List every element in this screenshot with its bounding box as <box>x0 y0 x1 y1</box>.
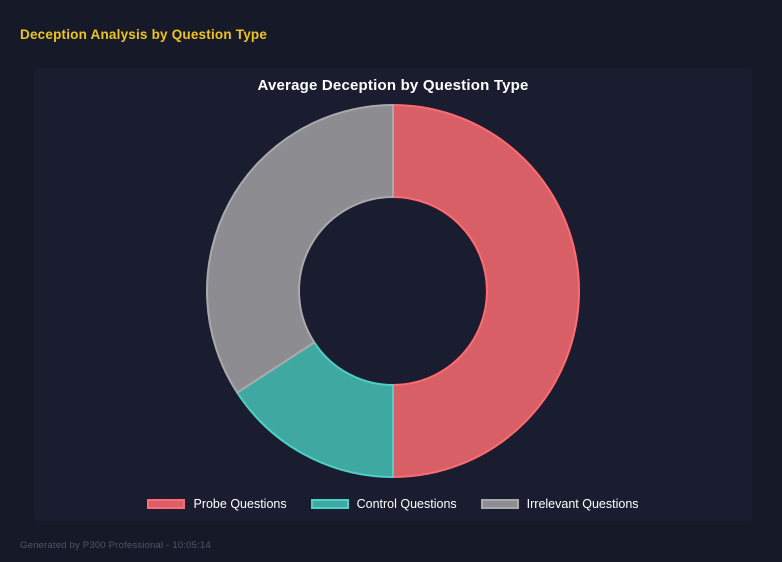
legend-swatch-probe-questions <box>147 499 186 509</box>
donut-segment-irrelevant-questions[interactable] <box>206 104 394 394</box>
legend-label: Control Questions <box>356 497 457 511</box>
legend-item-irrelevant-questions[interactable]: Irrelevant Questions <box>480 497 639 511</box>
legend-swatch-control-questions <box>310 499 349 509</box>
legend-item-control-questions[interactable]: Control Questions <box>310 497 457 511</box>
footer-status: Generated by P300 Professional - 10:05:1… <box>20 540 211 551</box>
chart-title: Average Deception by Question Type <box>257 77 529 94</box>
page-title: Deception Analysis by Question Type <box>20 27 268 42</box>
chart-legend: Probe Questions Control Questions Irreleva… <box>34 497 752 511</box>
chart-panel: Average Deception by Question Type Probe… <box>34 68 752 521</box>
donut-chart[interactable] <box>203 101 583 481</box>
donut-segment-probe-questions[interactable] <box>392 104 580 478</box>
legend-label: Probe Questions <box>193 497 287 511</box>
legend-label: Irrelevant Questions <box>526 497 639 511</box>
donut-segment-control-questions[interactable] <box>236 341 394 478</box>
legend-item-probe-questions[interactable]: Probe Questions <box>147 497 287 511</box>
legend-swatch-irrelevant-questions <box>480 499 519 509</box>
